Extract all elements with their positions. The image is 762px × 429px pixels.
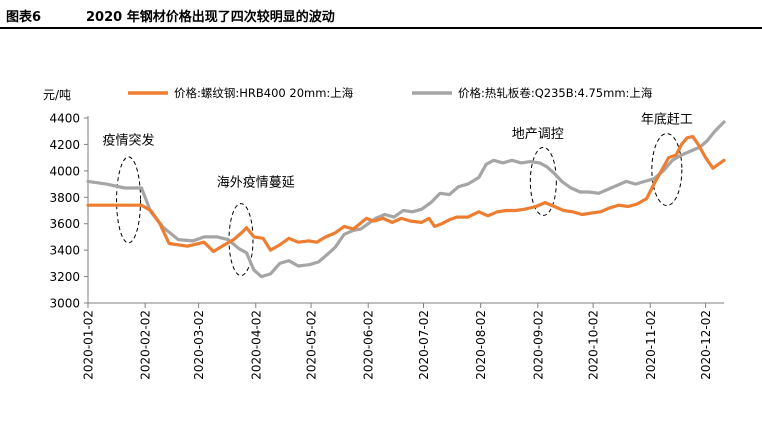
x-tick-label: 2020-07-02 bbox=[417, 310, 431, 380]
y-tick-label: 3800 bbox=[49, 191, 80, 205]
y-tick-label: 3200 bbox=[49, 270, 80, 284]
x-tick-label: 2020-04-02 bbox=[249, 310, 263, 380]
series-line-hot-rolled-coil bbox=[86, 120, 726, 279]
series-layer bbox=[86, 120, 726, 279]
x-tick-label: 2020-11-02 bbox=[644, 310, 658, 380]
annotation-label: 年底赶工 bbox=[641, 111, 693, 127]
header-rule bbox=[0, 27, 762, 29]
x-tick-label: 2020-01-02 bbox=[82, 310, 96, 380]
x-tick-label: 2020-08-02 bbox=[474, 310, 488, 380]
legend: 价格:螺纹钢:HRB400 20mm:上海 价格:热轧板卷:Q235B:4.75m… bbox=[128, 86, 653, 100]
y-tick-label: 3400 bbox=[49, 244, 80, 258]
x-tick-label: 2020-03-02 bbox=[192, 310, 206, 380]
axes: 元/吨440042004000380036003400320030002020-… bbox=[43, 88, 724, 380]
y-tick-label: 4400 bbox=[49, 112, 80, 126]
y-tick-label: 3600 bbox=[49, 217, 80, 231]
annotation-ellipse bbox=[651, 133, 683, 207]
legend-label: 价格:热轧板卷:Q235B:4.75mm:上海 bbox=[458, 86, 653, 100]
x-tick-label: 2020-10-02 bbox=[587, 310, 601, 380]
x-tick-label: 2020-05-02 bbox=[305, 310, 319, 380]
x-tick-label: 2020-12-02 bbox=[699, 310, 713, 380]
legend-label: 价格:螺纹钢:HRB400 20mm:上海 bbox=[174, 86, 354, 100]
annotation-ellipse bbox=[116, 156, 142, 244]
figure-label: 图表6 bbox=[6, 10, 42, 25]
figure-title: 2020 年钢材价格出现了四次较明显的波动 bbox=[86, 10, 335, 25]
annotation-ellipse bbox=[529, 146, 557, 216]
x-tick-label: 2020-09-02 bbox=[531, 310, 545, 380]
annotation-label: 疫情突发 bbox=[103, 132, 155, 148]
series-line-rebar bbox=[86, 134, 726, 254]
x-tick-label: 2020-06-02 bbox=[362, 310, 376, 380]
y-tick-label: 4000 bbox=[49, 164, 80, 178]
y-tick-label: 4200 bbox=[49, 138, 80, 152]
x-tick-label: 2020-02-02 bbox=[139, 310, 153, 380]
y-unit-label: 元/吨 bbox=[43, 88, 71, 102]
figure-header: 图表6 2020 年钢材价格出现了四次较明显的波动 bbox=[0, 0, 762, 30]
annotation-label: 海外疫情蔓延 bbox=[217, 175, 295, 191]
y-tick-label: 3000 bbox=[49, 297, 80, 311]
annotation-label: 地产调控 bbox=[512, 127, 564, 142]
